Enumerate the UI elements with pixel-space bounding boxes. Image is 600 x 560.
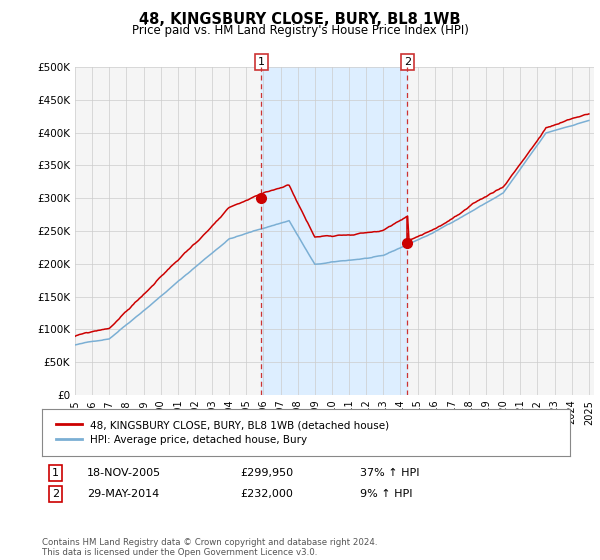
- Text: £232,000: £232,000: [240, 489, 293, 499]
- Text: £299,950: £299,950: [240, 468, 293, 478]
- Text: Price paid vs. HM Land Registry's House Price Index (HPI): Price paid vs. HM Land Registry's House …: [131, 24, 469, 36]
- Text: 2: 2: [404, 57, 411, 67]
- Text: 18-NOV-2005: 18-NOV-2005: [87, 468, 161, 478]
- Text: 1: 1: [52, 468, 59, 478]
- Text: 2: 2: [52, 489, 59, 499]
- Text: 29-MAY-2014: 29-MAY-2014: [87, 489, 159, 499]
- Text: 1: 1: [258, 57, 265, 67]
- Legend: 48, KINGSBURY CLOSE, BURY, BL8 1WB (detached house), HPI: Average price, detache: 48, KINGSBURY CLOSE, BURY, BL8 1WB (deta…: [52, 417, 392, 448]
- Text: 48, KINGSBURY CLOSE, BURY, BL8 1WB: 48, KINGSBURY CLOSE, BURY, BL8 1WB: [139, 12, 461, 27]
- Text: 37% ↑ HPI: 37% ↑ HPI: [360, 468, 419, 478]
- Text: 9% ↑ HPI: 9% ↑ HPI: [360, 489, 413, 499]
- Bar: [262, 67, 407, 395]
- Text: Contains HM Land Registry data © Crown copyright and database right 2024.
This d: Contains HM Land Registry data © Crown c…: [42, 538, 377, 557]
